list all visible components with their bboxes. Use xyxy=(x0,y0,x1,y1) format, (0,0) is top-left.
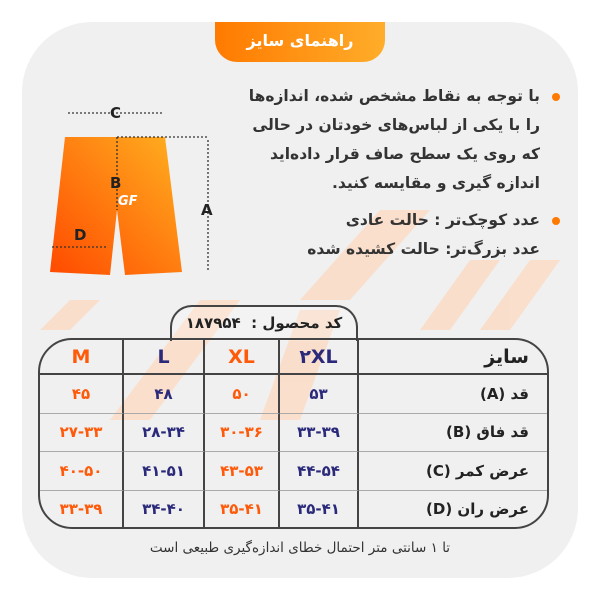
shorts-shape xyxy=(50,137,182,275)
cell: ۳۳-۳۹ xyxy=(280,413,359,452)
cell: ۳۵-۴۱ xyxy=(205,490,280,527)
table-row: ۲۷-۳۳ ۲۸-۳۴ ۳۰-۳۶ ۳۳-۳۹ قد فاق (B) xyxy=(40,413,547,452)
cell: ۳۴-۴۰ xyxy=(124,490,205,527)
size-2xl: ۲XL xyxy=(280,340,359,375)
table-row: ۳۳-۳۹ ۳۴-۴۰ ۳۵-۴۱ ۳۵-۴۱ عرض ران (D) xyxy=(40,490,547,527)
label-a: A xyxy=(201,201,213,219)
cell: ۴۴-۵۴ xyxy=(280,452,359,491)
cell: ۴۱-۵۱ xyxy=(124,452,205,491)
cell: ۴۵ xyxy=(40,375,124,414)
table-header-row: M L XL ۲XL سایز xyxy=(40,340,547,375)
product-code-value: ۱۸۷۹۵۴ xyxy=(185,314,241,332)
size-l: L xyxy=(124,340,205,375)
cell: ۴۰-۵۰ xyxy=(40,452,124,491)
note-numbers: عدد کوچک‌تر : حالت عادی عدد بزرگ‌تر: حال… xyxy=(230,206,560,264)
table-row: ۴۵ ۴۸ ۵۰ ۵۳ قد (A) xyxy=(40,375,547,414)
table-row: ۴۰-۵۰ ۴۱-۵۱ ۴۳-۵۳ ۴۴-۵۴ عرض کمر (C) xyxy=(40,452,547,491)
cell: ۵۰ xyxy=(205,375,280,414)
cell: ۵۳ xyxy=(280,375,359,414)
cell: ۳۰-۳۶ xyxy=(205,413,280,452)
cell: ۳۵-۴۱ xyxy=(280,490,359,527)
note-large: عدد بزرگ‌تر: حالت کشیده شده xyxy=(307,240,540,258)
label-c: C xyxy=(110,104,121,122)
cell: ۴۸ xyxy=(124,375,205,414)
product-code-label: کد محصول : xyxy=(251,314,343,332)
note-measure: با توجه به نقاط مشخص شده، اندازه‌ها را ب… xyxy=(230,82,560,198)
size-xl: XL xyxy=(205,340,280,375)
size-header-label: سایز xyxy=(359,340,547,375)
label-b: B xyxy=(110,174,121,192)
product-code: کد محصول : ۱۸۷۹۵۴ xyxy=(170,305,358,341)
footer-note: تا ۱ سانتی متر احتمال خطای اندازه‌گیری ط… xyxy=(149,540,451,556)
size-table: M L XL ۲XL سایز ۴۵ ۴۸ ۵۰ ۵۳ قد (A) ۲۷-۳۳ ۲۸-۳… xyxy=(38,338,549,529)
brand-logo: GF xyxy=(118,194,138,209)
cell: ۴۳-۵۳ xyxy=(205,452,280,491)
cell: ۲۷-۳۳ xyxy=(40,413,124,452)
shorts-diagram: GF C B D A xyxy=(50,104,213,275)
note-small: عدد کوچک‌تر : حالت عادی xyxy=(345,211,540,229)
row-label: عرض ران (D) xyxy=(426,499,529,518)
row-label: قد (A) xyxy=(359,375,547,414)
cell: ۲۸-۳۴ xyxy=(124,413,205,452)
row-label: قد فاق (B) xyxy=(359,414,547,452)
page-title: راهنمای سایز xyxy=(215,22,385,62)
label-d: D xyxy=(74,226,86,244)
instructions: با توجه به نقاط مشخص شده، اندازه‌ها را ب… xyxy=(230,82,560,264)
cell: ۳۳-۳۹ xyxy=(40,490,124,527)
row-label: عرض کمر (C) xyxy=(359,452,547,491)
size-m: M xyxy=(40,340,124,375)
